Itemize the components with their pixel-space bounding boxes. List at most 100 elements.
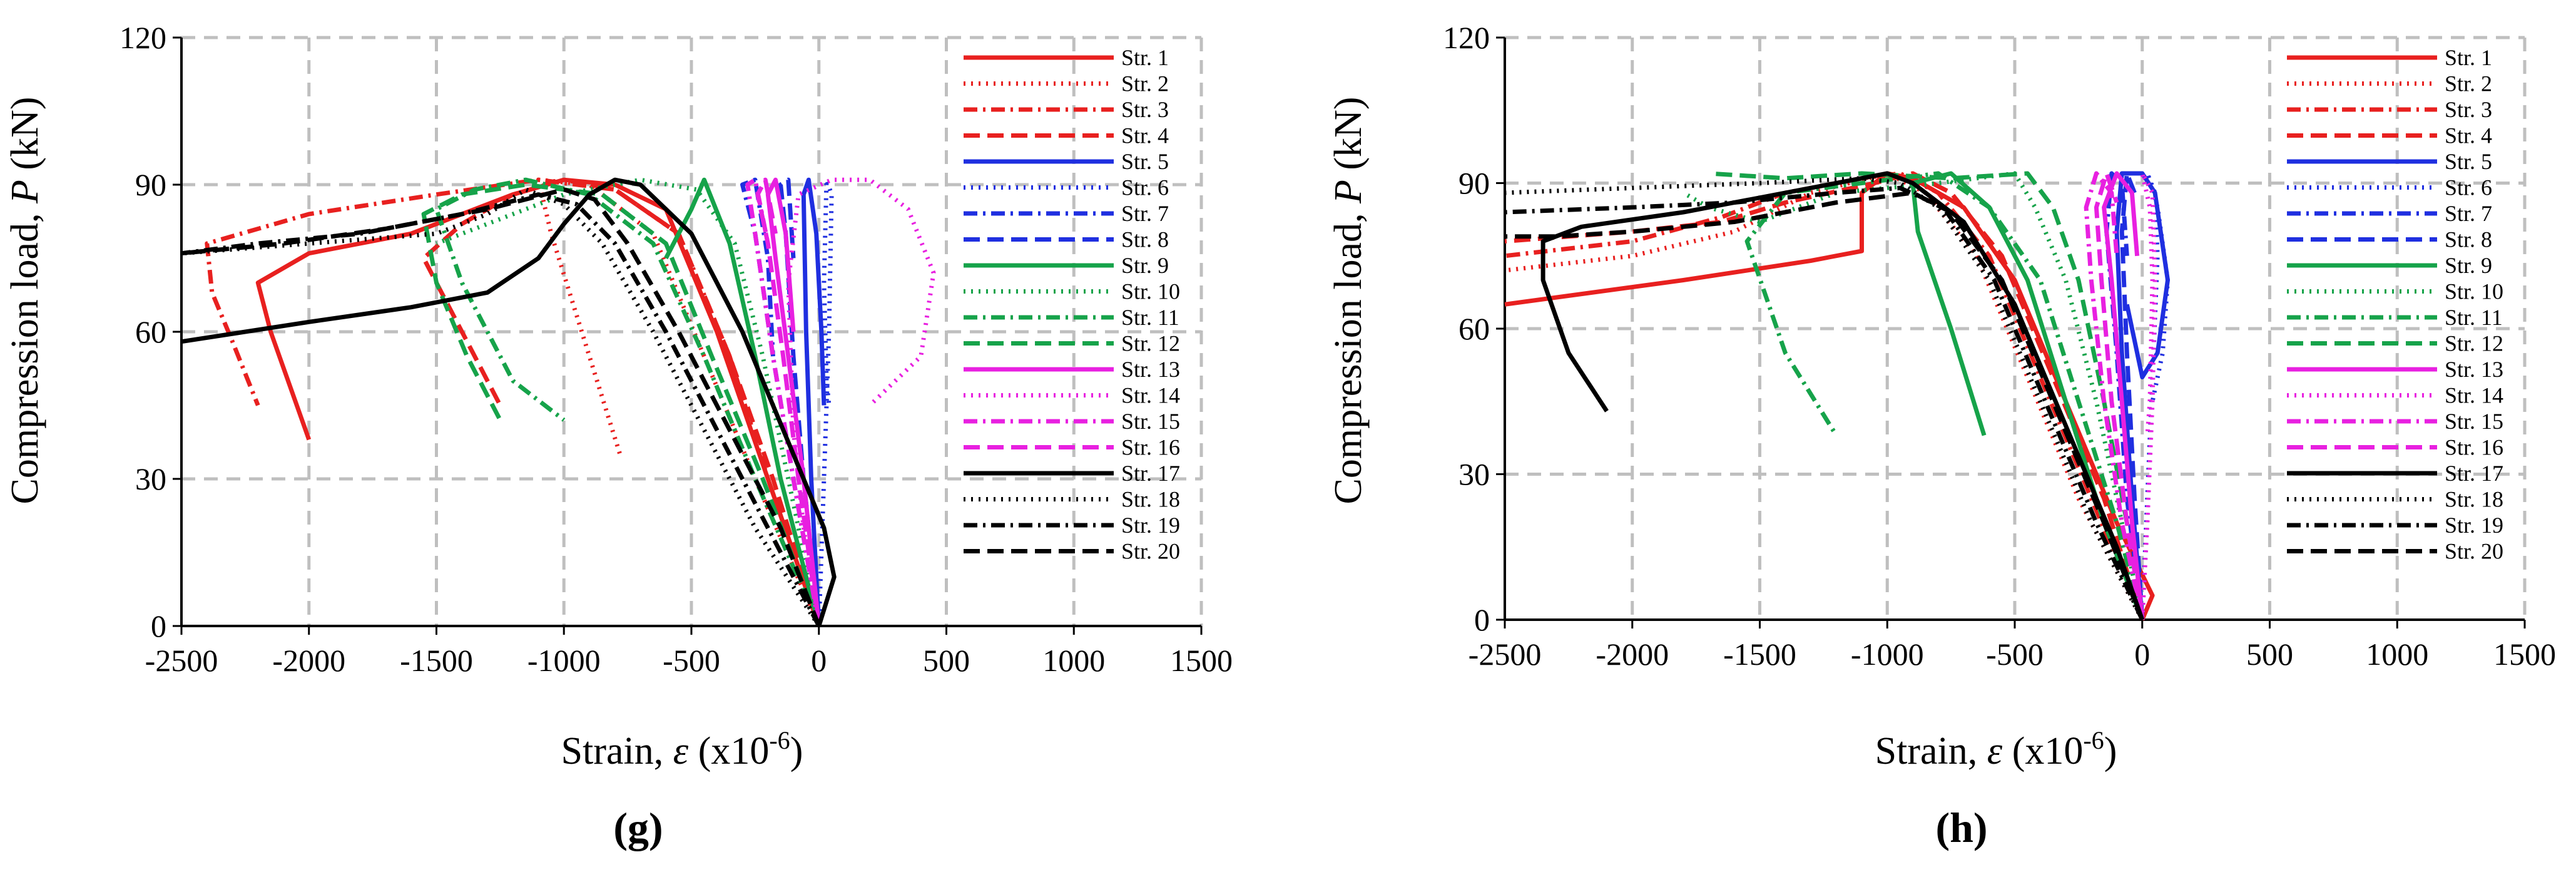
legend-label: Str. 11 <box>2445 305 2503 330</box>
x-tick-label: -2500 <box>1469 637 1542 672</box>
x-tick-label: -500 <box>1986 637 2044 672</box>
series-line-str-5 <box>2114 171 2170 620</box>
legend-label: Str. 1 <box>2445 45 2492 70</box>
series-line-str-17 <box>181 177 837 627</box>
x-tick-label: 1500 <box>2493 637 2556 672</box>
y-axis-label: Compression load, P (kN) <box>4 97 46 505</box>
legend-label: Str. 17 <box>2445 461 2503 486</box>
y-tick-label: 60 <box>135 314 166 349</box>
x-tick-label: 1000 <box>1042 643 1105 678</box>
y-tick-label: 30 <box>135 461 166 496</box>
y-tick-label: 0 <box>151 608 166 644</box>
series-line-str-15 <box>2084 171 2145 620</box>
legend-label: Str. 2 <box>2445 71 2492 96</box>
legend-label: Str. 13 <box>2445 357 2503 382</box>
y-tick-label: 120 <box>1443 20 1490 55</box>
x-tick-label: 0 <box>2134 637 2150 672</box>
legend-label: Str. 11 <box>1121 305 1179 330</box>
x-tick-label: -1500 <box>400 643 473 678</box>
legend-label: Str. 14 <box>1121 383 1180 408</box>
series-line-str-12 <box>421 182 822 627</box>
legend-label: Str. 1 <box>1121 45 1169 70</box>
legend-label: Str. 14 <box>2445 383 2503 408</box>
series-line-str-9 <box>664 177 822 627</box>
y-axis-label: Compression load, P (kN) <box>1327 97 1370 505</box>
legend-label: Str. 16 <box>1121 435 1180 460</box>
legend-label: Str. 8 <box>1121 227 1169 252</box>
legend-label: Str. 15 <box>2445 409 2503 434</box>
legend-label: Str. 20 <box>2445 539 2503 564</box>
y-tick-label: 30 <box>1459 457 1490 492</box>
x-tick-label: -2500 <box>145 643 218 678</box>
series-line-str-14 <box>2140 171 2157 620</box>
series-line-str-19 <box>181 192 821 627</box>
series-line-str-16 <box>755 177 822 627</box>
x-axis-label: Strain, ε (x10-6) <box>1875 726 2117 772</box>
series-line-str-3 <box>205 177 822 627</box>
legend-label: Str. 18 <box>1121 487 1180 512</box>
series-line-str-10 <box>435 177 822 627</box>
x-axis-label: Strain, ε (x10-6) <box>561 726 803 772</box>
y-tick-label: 120 <box>120 20 166 55</box>
legend-label: Str. 19 <box>2445 513 2503 538</box>
legend-label: Str. 15 <box>1121 409 1180 434</box>
legend-label: Str. 10 <box>2445 279 2503 304</box>
y-tick-label: 90 <box>1459 166 1490 201</box>
legend-label: Str. 6 <box>1121 175 1169 200</box>
legend-label: Str. 6 <box>2445 175 2492 200</box>
series-line-str-4 <box>421 177 822 627</box>
panel-label-g: (g) <box>613 804 663 851</box>
y-tick-label: 0 <box>1474 602 1490 637</box>
legend-label: Str. 5 <box>2445 149 2492 174</box>
legend-label: Str. 9 <box>2445 253 2492 278</box>
series-line-str-11 <box>434 177 822 627</box>
panel-h: -2500 -2000 -1500 -1000 -500 0 500 1000 1500 0 30 6… <box>1327 20 2556 851</box>
legend-label: Str. 4 <box>1121 123 1169 148</box>
series-line-str-5 <box>801 177 827 627</box>
legend-label: Str. 7 <box>2445 201 2492 226</box>
legend-label: Str. 18 <box>2445 487 2503 512</box>
panel-g: -2500 -2000 -1500 -1000 -500 0 500 1000 1500 0 30 6… <box>4 20 1233 851</box>
x-tick-label: -500 <box>663 643 720 678</box>
series-line-str-8 <box>2119 171 2145 620</box>
legend-label: Str. 16 <box>2445 435 2503 460</box>
legend-label: Str. 3 <box>2445 97 2492 122</box>
legend-label: Str. 12 <box>1121 331 1180 356</box>
legend-label: Str. 10 <box>1121 279 1180 304</box>
x-tick-label: -2000 <box>272 643 345 678</box>
x-tick-label: -1000 <box>527 643 601 678</box>
series-line-str-17 <box>1540 171 2145 621</box>
legend-label: Str. 20 <box>1121 539 1180 564</box>
x-tick-label: -2000 <box>1596 637 1669 672</box>
panel-label-h: (h) <box>1935 804 1987 851</box>
legend-label: Str. 12 <box>2445 331 2503 356</box>
legend-label: Str. 19 <box>1121 513 1180 538</box>
series-line-str-16 <box>2094 171 2145 620</box>
legend-label: Str. 9 <box>1121 253 1169 278</box>
series-line-str-13 <box>765 177 822 627</box>
series-line-str-13 <box>2102 171 2145 620</box>
series-line-str-19 <box>1504 185 2144 621</box>
series-line-str-15 <box>745 177 822 627</box>
series-line-str-20 <box>181 187 822 627</box>
legend-label: Str. 17 <box>1121 461 1180 486</box>
legend-label: Str. 8 <box>2445 227 2492 252</box>
series-line-str-2 <box>536 177 822 627</box>
legend-label: Str. 3 <box>1121 97 1169 122</box>
legend-label: Str. 5 <box>1121 149 1169 174</box>
x-tick-label: 1000 <box>2366 637 2428 672</box>
x-tick-label: -1500 <box>1723 637 1796 672</box>
legend-label: Str. 13 <box>1121 357 1180 382</box>
y-tick-label: 90 <box>135 167 166 202</box>
series-line-str-18 <box>181 187 821 627</box>
legend-label: Str. 4 <box>2445 123 2492 148</box>
legend-label: Str. 2 <box>1121 71 1169 96</box>
series-line-str-20 <box>1505 190 2145 621</box>
legend-label: Str. 7 <box>1121 201 1169 226</box>
x-tick-label: -1000 <box>1851 637 1924 672</box>
y-tick-label: 60 <box>1459 311 1490 346</box>
series-line-str-12 <box>1708 171 2145 620</box>
x-tick-label: 1500 <box>1170 643 1233 678</box>
x-tick-label: 500 <box>923 643 970 678</box>
